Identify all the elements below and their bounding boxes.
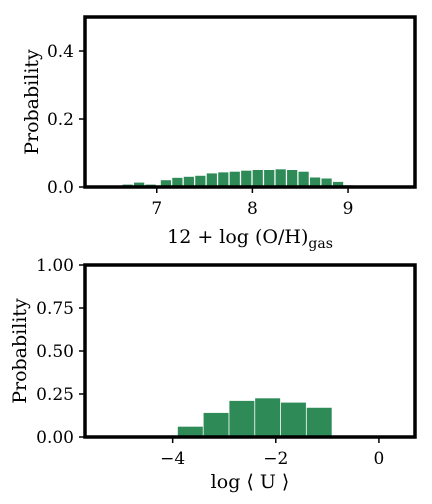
- chart-panel-u: −4 −2 0 0.00 0.25 0.50 0.75 1.00 log ⟨ U ⟩ Probab…: [9, 256, 417, 493]
- y-tick-label: 0.0: [47, 178, 74, 198]
- histogram-bar: [229, 171, 240, 187]
- chart-panel-oh: 7 8 9 0.0 0.2 0.4 12 + log (O/H)gas Probability: [21, 15, 417, 252]
- x-axis-label: 12 + log (O/H)gas: [167, 226, 333, 252]
- x-tick-label: 7: [151, 199, 162, 219]
- histogram-bar: [172, 177, 183, 187]
- y-tick-label: 1.00: [36, 256, 74, 276]
- y-tick-label: 0.00: [36, 428, 74, 448]
- histogram-bar: [203, 412, 229, 437]
- histogram-bar: [306, 407, 332, 437]
- histogram-bar: [183, 176, 194, 187]
- x-tick-label: −4: [160, 449, 185, 469]
- x-tick-label: 8: [247, 199, 258, 219]
- x-axis-label: log ⟨ U ⟩: [211, 471, 290, 493]
- histogram-bar: [255, 398, 281, 437]
- histogram-bar: [321, 178, 332, 187]
- y-tick-label: 0.25: [36, 385, 74, 405]
- histogram-bar: [298, 171, 309, 187]
- histogram-bar: [177, 426, 203, 437]
- histogram-bar: [241, 170, 252, 187]
- y-axis-label: Probability: [9, 298, 31, 404]
- histogram-bar: [264, 170, 275, 187]
- histogram-bar: [280, 402, 306, 437]
- x-tick-label: −2: [263, 449, 288, 469]
- y-tick-label: 0.2: [47, 110, 74, 130]
- histogram-bar: [218, 172, 229, 187]
- histogram-bar: [206, 173, 217, 187]
- histogram-bar: [252, 170, 263, 187]
- histogram-bar: [195, 175, 206, 187]
- histogram-bar: [310, 177, 321, 187]
- plot-frame: [83, 15, 417, 189]
- histogram-bar: [160, 180, 171, 187]
- y-tick-label: 0.75: [36, 299, 74, 319]
- y-tick-label: 0.4: [47, 42, 74, 62]
- histogram-bar: [287, 170, 298, 187]
- histogram-bar: [229, 400, 255, 437]
- histogram-bar: [275, 169, 286, 187]
- histogram-bar: [134, 182, 145, 187]
- histogram-bar: [332, 181, 344, 187]
- y-axis-label: Probability: [21, 49, 43, 155]
- x-tick-label: 0: [373, 449, 384, 469]
- y-tick-label: 0.50: [36, 342, 74, 362]
- x-tick-label: 9: [343, 199, 354, 219]
